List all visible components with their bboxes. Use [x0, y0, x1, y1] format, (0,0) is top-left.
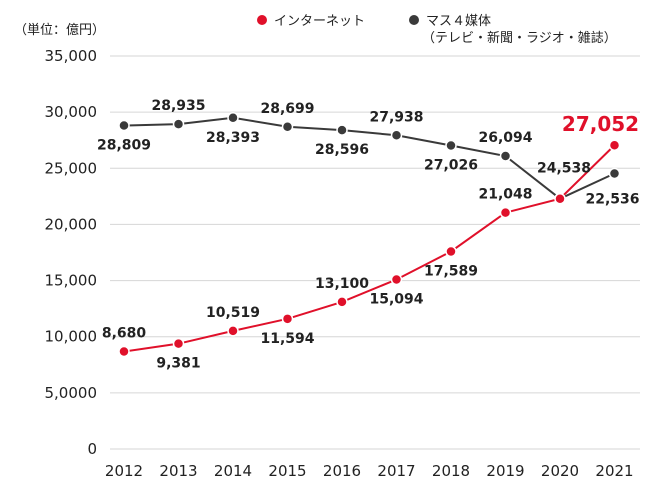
data-point [227, 325, 239, 337]
data-point [499, 150, 512, 162]
series-line [123, 144, 616, 353]
data-label: 26,094 [478, 130, 532, 146]
legend: インターネット マス４媒体（テレビ・新聞・ラジオ・雑誌） [257, 14, 617, 46]
data-label: 11,594 [260, 331, 314, 347]
data-point [499, 206, 512, 219]
data-point [172, 118, 185, 130]
x-tick-label: 2018 [432, 462, 470, 480]
x-tick-label: 2013 [159, 462, 197, 480]
legend-label: マス４媒体 [426, 14, 491, 29]
data-point [172, 337, 185, 350]
data-label: 8,680 [102, 326, 147, 342]
data-label: 27,938 [369, 109, 423, 125]
data-point [281, 313, 294, 325]
data-point [445, 245, 457, 258]
x-tick-label: 2012 [105, 462, 143, 480]
data-point [336, 296, 348, 308]
data-label: 28,596 [315, 142, 369, 158]
x-tick-label: 2014 [214, 462, 252, 480]
unit-label: （単位：億円） [14, 22, 105, 38]
data-label-highlight: 27,052 [562, 112, 639, 136]
x-tick-label: 2019 [486, 462, 524, 480]
data-point [390, 129, 403, 142]
data-label: 24,538 [537, 161, 591, 177]
legend-label: インターネット [274, 14, 365, 29]
legend-sublabel: （テレビ・新聞・ラジオ・雑誌） [422, 30, 617, 46]
y-tick-label: 30,000 [45, 103, 98, 121]
data-label: 9,381 [156, 356, 200, 372]
x-axis: 2012 2013 2014 2015 2016 2017 2018 2019 2020 2021 [105, 462, 634, 480]
data-label: 28,699 [260, 101, 314, 117]
data-label: 13,100 [315, 276, 369, 292]
y-tick-label: 10,000 [45, 328, 98, 346]
gridlines [110, 55, 640, 450]
x-tick-label: 2016 [323, 462, 361, 480]
series-layer [118, 112, 621, 358]
data-point [336, 124, 348, 136]
data-point [445, 139, 457, 152]
x-tick-label: 2020 [541, 462, 579, 480]
series-line [123, 116, 615, 200]
data-label: 28,935 [151, 98, 205, 114]
x-tick-label: 2017 [377, 462, 415, 480]
data-point [281, 121, 294, 133]
data-label: 10,519 [206, 305, 260, 321]
data-point [118, 119, 130, 132]
data-label: 22,536 [585, 191, 639, 207]
legend-marker [257, 15, 267, 25]
x-tick-label: 2015 [268, 462, 306, 480]
y-tick-label: 0 [87, 440, 97, 458]
legend-marker [409, 15, 419, 25]
data-label: 17,589 [424, 264, 478, 280]
y-tick-label: 5,0000 [45, 384, 98, 402]
y-tick-label: 35,000 [45, 47, 98, 65]
data-label: 28,809 [97, 138, 151, 154]
data-point [608, 167, 621, 180]
data-point [227, 112, 239, 124]
data-point [118, 345, 130, 358]
y-tick-label: 15,000 [45, 272, 98, 290]
data-label: 28,393 [206, 130, 260, 146]
y-tick-label: 25,000 [45, 159, 98, 177]
x-tick-label: 2021 [595, 462, 633, 480]
data-label: 15,094 [369, 292, 423, 308]
series-0 [118, 139, 621, 358]
data-point [390, 273, 403, 286]
y-tick-label: 20,000 [45, 215, 98, 233]
series-1 [118, 112, 621, 205]
data-label: 21,048 [478, 187, 532, 203]
data-point [608, 139, 621, 151]
data-label: 27,026 [424, 158, 478, 174]
data-point [554, 192, 566, 205]
y-axis: 35,000 30,000 25,000 20,000 15,000 10,000 5,00… [45, 47, 98, 458]
